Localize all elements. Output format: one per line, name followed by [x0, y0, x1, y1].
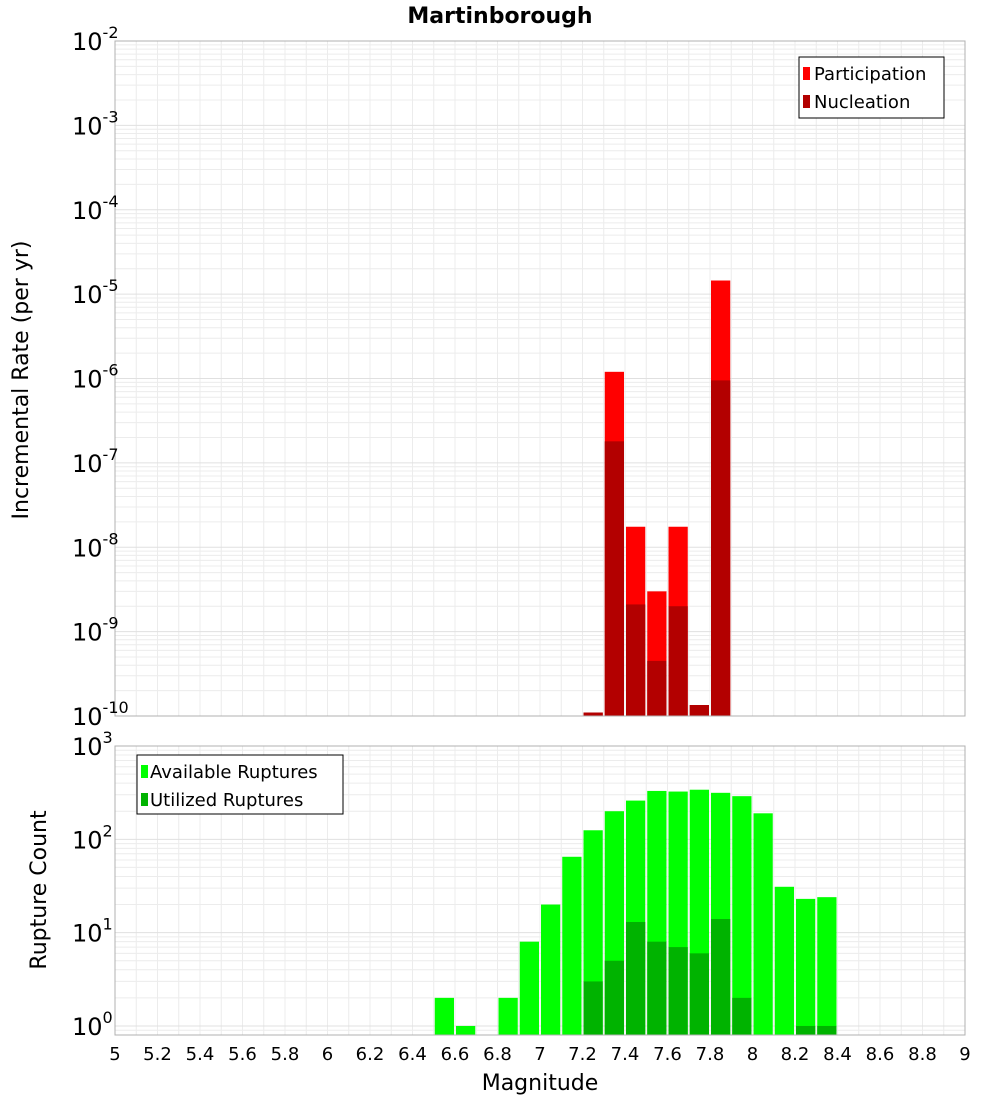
count-bar-outer: [498, 997, 518, 1035]
rate-y-tick-label: 10-10: [72, 698, 129, 731]
x-tick-label: 8.8: [908, 1044, 937, 1065]
count-bar-inner: [583, 981, 603, 1035]
x-tick-label: 7.6: [653, 1044, 682, 1065]
rate-grid: [115, 41, 965, 717]
rate-legend-label: Participation: [814, 64, 926, 85]
x-axis-label: Magnitude: [482, 1071, 599, 1096]
rate-bar-inner: [689, 705, 709, 716]
rate-y-axis-label: Incremental Rate (per yr): [9, 241, 34, 520]
count-bar-inner: [732, 997, 752, 1035]
count-bar-inner: [796, 1025, 816, 1035]
count-bar-outer: [456, 1025, 476, 1035]
rate-plot-frame: [114, 40, 966, 717]
rate-y-tick-label: 10-5: [72, 276, 119, 309]
count-bar-inner: [604, 960, 624, 1035]
rate-y-tick-label: 10-8: [72, 529, 119, 562]
rate-bar-inner: [583, 712, 603, 716]
count-legend-box: [136, 754, 344, 815]
count-legend-label: Utilized Ruptures: [150, 790, 303, 811]
x-tick-label: 7.4: [611, 1044, 640, 1065]
x-tick-label: 5.8: [271, 1044, 300, 1065]
rate-legend-swatch: [803, 95, 810, 108]
count-y-axis-label: Rupture Count: [27, 810, 52, 970]
rate-legend: Participation Nucleation: [798, 56, 945, 119]
rate-bar-inner: [711, 380, 731, 716]
count-y-tick-label: 101: [72, 915, 113, 948]
count-bar-outer: [774, 886, 794, 1035]
x-tick-label: 8.2: [781, 1044, 810, 1065]
x-tick-label: 8.4: [823, 1044, 852, 1065]
rate-y-tick-label: 10-3: [72, 107, 119, 140]
count-bar-outer: [434, 997, 454, 1035]
count-bar-outer: [796, 898, 816, 1035]
x-tick-label: 6: [322, 1044, 333, 1065]
count-legend-swatch: [141, 765, 148, 778]
x-tick-label: 6.8: [483, 1044, 512, 1065]
count-bar-outer: [562, 856, 582, 1035]
rate-legend-swatch: [803, 67, 810, 80]
x-tick-label: 7.8: [696, 1044, 725, 1065]
x-tick-label: 5.2: [143, 1044, 172, 1065]
x-tick-label: 6.6: [441, 1044, 470, 1065]
rate-y-ticks: 10-10 10-9 10-8 10-7 10-6 10-5 10-4 10-3 10-2: [72, 23, 129, 731]
rate-bars: [583, 280, 731, 716]
rate-y-tick-label: 10-9: [72, 614, 119, 647]
rate-legend-box: [798, 56, 945, 119]
count-panel: 100 101 102 103 5 5.2 5.4 5.6 5.8 6 6.2 6.4 6.6 6.8 7…: [27, 728, 971, 1096]
x-tick-label: 8.6: [866, 1044, 895, 1065]
rate-y-tick-label: 10-4: [72, 192, 119, 225]
rate-y-tick-label: 10-6: [72, 361, 119, 394]
x-tick-label: 6.2: [356, 1044, 385, 1065]
count-y-tick-label: 102: [72, 821, 113, 854]
count-bar-inner: [689, 953, 709, 1035]
count-bar-inner: [817, 1025, 837, 1035]
count-bar-outer: [519, 941, 539, 1035]
x-tick-label: 6.4: [398, 1044, 427, 1065]
rate-panel: 10-10 10-9 10-8 10-7 10-6 10-5 10-4 10-3 10-2 In…: [9, 23, 966, 731]
rate-legend-label: Nucleation: [814, 92, 910, 113]
x-tick-label: 8: [747, 1044, 758, 1065]
count-plot-frame: [114, 745, 966, 1036]
rate-y-tick-label: 10-2: [72, 23, 119, 56]
count-bar-outer: [817, 897, 837, 1035]
count-legend-label: Available Ruptures: [150, 762, 318, 783]
count-bar-inner: [711, 919, 731, 1035]
rate-bar-inner: [626, 604, 646, 716]
count-y-tick-label: 103: [72, 728, 113, 761]
rate-y-tick-label: 10-7: [72, 445, 119, 478]
count-bar-outer: [753, 813, 773, 1035]
count-bars: [434, 789, 837, 1035]
x-tick-label: 5: [109, 1044, 120, 1065]
rate-bar-inner: [647, 660, 667, 716]
count-bar-outer: [732, 796, 752, 1035]
x-tick-label: 9: [959, 1044, 970, 1065]
count-y-ticks: 100 101 102 103: [72, 728, 113, 1041]
count-bar-inner: [668, 947, 688, 1035]
count-y-tick-label: 100: [72, 1008, 113, 1041]
x-tick-label: 5.4: [186, 1044, 215, 1065]
count-legend: Available Ruptures Utilized Ruptures: [136, 754, 344, 815]
rate-bar-inner: [668, 606, 688, 716]
count-legend-swatch: [141, 793, 148, 806]
chart-title: Martinborough: [407, 4, 592, 29]
rate-bar-inner: [604, 441, 624, 716]
count-bar-outer: [541, 904, 561, 1035]
count-bar-inner: [626, 922, 646, 1035]
count-x-ticks: 5 5.2 5.4 5.6 5.8 6 6.2 6.4 6.6 6.8 7 7.2 7.4 7.6 7.8 8…: [109, 1044, 970, 1065]
count-bar-inner: [647, 941, 667, 1035]
x-tick-label: 5.6: [228, 1044, 257, 1065]
x-tick-label: 7.2: [568, 1044, 597, 1065]
x-tick-label: 7: [534, 1044, 545, 1065]
